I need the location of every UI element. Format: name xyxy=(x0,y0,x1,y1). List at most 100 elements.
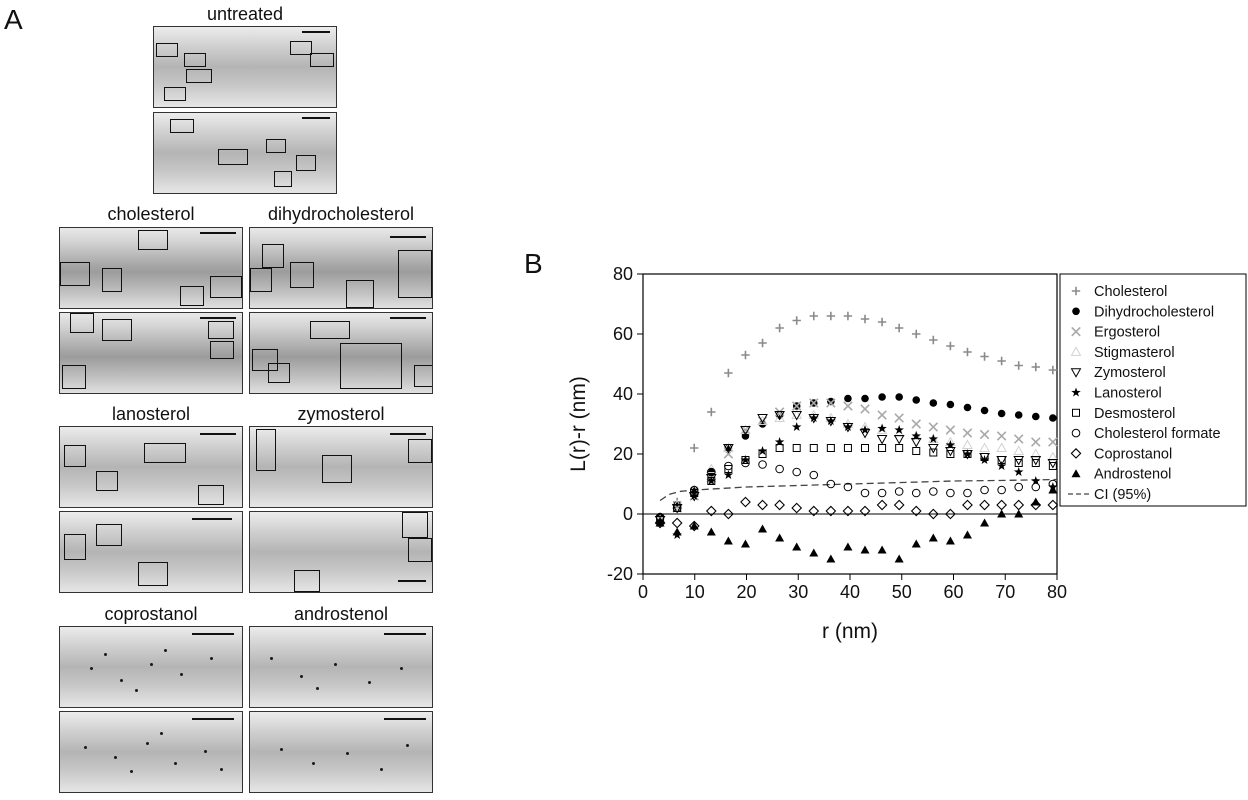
data-point xyxy=(893,499,905,511)
data-point xyxy=(826,479,836,489)
data-point xyxy=(706,527,716,536)
legend-label: Zymosterol xyxy=(1094,365,1166,381)
data-point xyxy=(792,542,802,551)
data-point xyxy=(791,422,802,432)
data-point xyxy=(671,517,683,529)
data-point xyxy=(997,356,1006,366)
y-tick-label: 20 xyxy=(613,444,633,464)
data-point xyxy=(928,533,938,542)
label-lanosterol: lanosterol xyxy=(111,404,191,424)
data-point xyxy=(1031,437,1041,447)
x-axis-label: r (nm) xyxy=(822,620,878,643)
series-stigmasterol xyxy=(654,409,1059,524)
data-point xyxy=(929,399,938,407)
data-point xyxy=(962,530,972,539)
data-point xyxy=(1048,485,1058,494)
label-dihydrocholesterol: dihydrocholesterol xyxy=(267,204,415,224)
label-untreated: untreated xyxy=(206,4,284,24)
data-point xyxy=(1049,414,1057,422)
data-point xyxy=(690,443,699,453)
data-point xyxy=(774,412,785,422)
data-point xyxy=(758,524,768,533)
data-point xyxy=(946,341,955,351)
data-point xyxy=(894,413,904,423)
data-point xyxy=(912,329,921,339)
data-point xyxy=(996,461,1007,471)
data-point xyxy=(843,444,852,452)
data-point xyxy=(707,407,716,417)
data-point xyxy=(1048,437,1058,447)
micrograph-untreated-1 xyxy=(153,26,337,108)
legend-label: Cholesterol xyxy=(1094,284,1167,300)
label-cholesterol: cholesterol xyxy=(107,204,195,224)
series-cholesterol-formate xyxy=(655,458,1058,522)
data-point xyxy=(894,425,904,435)
data-point xyxy=(741,432,750,440)
data-point xyxy=(860,314,870,324)
data-point xyxy=(860,404,870,414)
data-point xyxy=(707,467,716,477)
data-point xyxy=(997,409,1006,418)
data-point xyxy=(910,438,922,448)
data-point xyxy=(876,424,888,434)
data-point xyxy=(843,542,853,551)
data-point xyxy=(996,442,1007,452)
data-point xyxy=(707,477,716,485)
data-point xyxy=(843,401,853,411)
data-point xyxy=(1013,445,1025,455)
micrograph-coprostanol-1 xyxy=(59,626,243,708)
data-point xyxy=(723,470,734,480)
data-point xyxy=(843,422,853,432)
data-point xyxy=(809,311,818,321)
data-point xyxy=(861,394,869,403)
data-point xyxy=(741,456,750,464)
legend-marker xyxy=(1070,448,1082,459)
y-tick-label: 60 xyxy=(613,324,633,344)
data-point xyxy=(1014,361,1023,370)
y-tick-label: 40 xyxy=(613,384,633,404)
data-point xyxy=(825,505,837,517)
data-point xyxy=(774,411,785,421)
data-point xyxy=(912,396,921,404)
legend-label: Stigmasterol xyxy=(1094,345,1175,361)
legend-label: Ergosterol xyxy=(1094,325,1160,341)
data-point xyxy=(758,460,767,469)
data-point xyxy=(826,444,835,452)
data-point xyxy=(809,548,819,557)
data-point xyxy=(689,485,699,495)
data-point xyxy=(741,458,750,468)
micrograph-coprostanol-2 xyxy=(59,711,243,793)
data-point xyxy=(1014,509,1024,518)
y-tick-label: 80 xyxy=(613,264,633,284)
data-point xyxy=(775,533,785,542)
data-point xyxy=(980,485,989,495)
x-tick-label: 50 xyxy=(892,582,912,602)
data-point xyxy=(963,488,972,498)
data-point xyxy=(689,521,699,530)
data-point xyxy=(1014,482,1024,492)
panel-a-letter: A xyxy=(4,4,23,35)
data-point xyxy=(928,422,939,432)
data-point xyxy=(859,505,871,517)
data-point xyxy=(877,317,887,327)
legend-label: Coprostanol xyxy=(1094,446,1172,462)
data-point xyxy=(877,423,887,433)
micrograph-zymosterol-2 xyxy=(249,511,433,593)
data-point xyxy=(878,444,887,452)
micrograph-cholesterol-2 xyxy=(59,312,243,394)
data-point xyxy=(980,352,989,361)
panel-b-letter: B xyxy=(524,248,543,279)
data-point xyxy=(895,393,903,401)
data-point xyxy=(878,393,886,401)
micrograph-lanosterol-1 xyxy=(59,426,243,508)
data-point xyxy=(963,450,972,458)
data-point xyxy=(860,545,870,554)
data-point xyxy=(724,368,733,378)
data-point xyxy=(1031,362,1040,372)
data-point xyxy=(843,482,853,492)
data-point xyxy=(1030,456,1042,466)
x-tick-label: 60 xyxy=(943,582,963,602)
data-point xyxy=(979,499,990,511)
x-tick-label: 40 xyxy=(840,582,860,602)
